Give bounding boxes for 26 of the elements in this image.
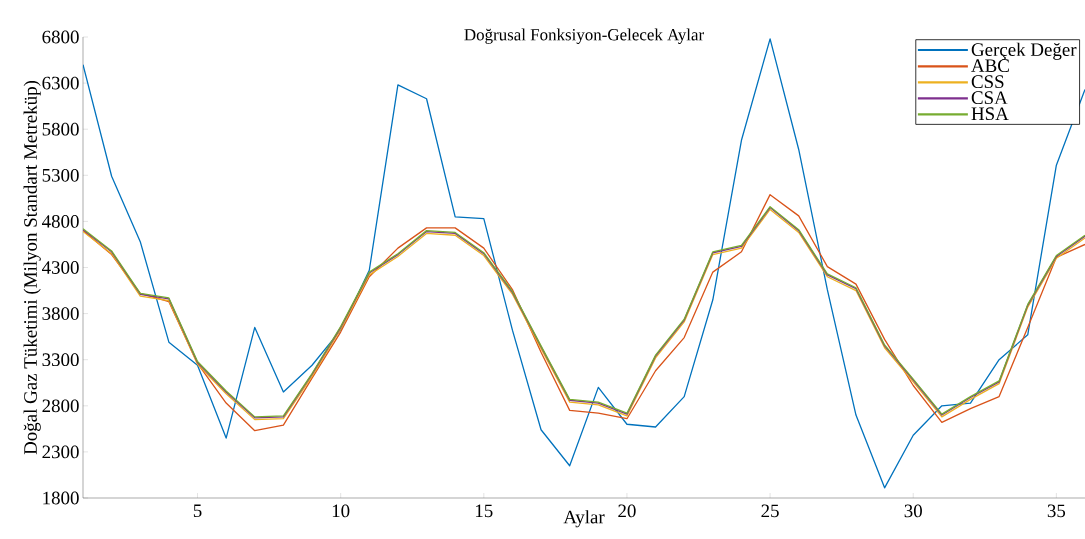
y-tick-label: 4800 (42, 215, 79, 228)
y-tick-label: 1800 (43, 491, 79, 505)
x-tick-label: 10 (332, 504, 350, 518)
legend-label: Gerçek Değer (971, 42, 1077, 60)
y-tick-label: 2300 (42, 445, 79, 459)
y-tick-label: 2800 (42, 399, 79, 413)
y-axis-title: Doğal Gaz Tüketimi (Milyon Standart Metreküp) (23, 80, 41, 455)
legend-label: CSS (971, 75, 1004, 89)
chart-title: Doğrusal Fonksiyon-Gelecek Aylar (464, 28, 704, 44)
x-tick-label: 15 (475, 504, 493, 518)
y-tick-label: 6800 (42, 30, 79, 44)
x-tick-label: 35 (1047, 504, 1066, 518)
x-tick-label: 30 (904, 504, 922, 518)
x-tick-label: 5 (193, 504, 202, 518)
legend-label: CSA (971, 91, 1008, 105)
y-tick-label: 5300 (42, 168, 79, 182)
x-axis-title: Aylar (563, 510, 605, 528)
y-tick-label: 5800 (42, 122, 79, 136)
x-tick-label: 25 (761, 504, 779, 518)
x-tick-label: 20 (618, 504, 636, 518)
y-tick-label: 3800 (42, 307, 79, 320)
legend-label: ABC (971, 59, 1009, 73)
y-tick-label: 4300 (42, 261, 79, 274)
y-tick-label: 6300 (42, 76, 79, 90)
y-tick-label: 3300 (42, 353, 79, 367)
legend-label: HSA (971, 107, 1009, 121)
